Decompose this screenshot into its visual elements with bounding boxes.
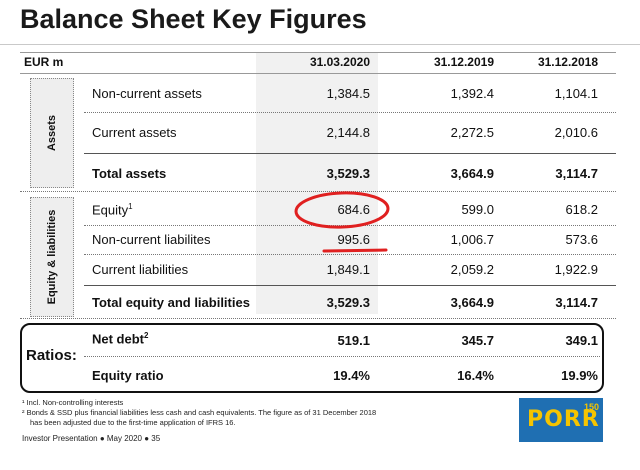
row-divider bbox=[84, 254, 616, 255]
footnote-marker-1: 1 bbox=[128, 202, 133, 211]
page-title: Balance Sheet Key Figures bbox=[20, 4, 367, 34]
column-header-2018: 31.12.2018 bbox=[537, 55, 598, 69]
ratios-label: Ratios: bbox=[26, 347, 77, 364]
row-label-equity: Equity1 bbox=[92, 202, 133, 217]
section-assets-label: Assets bbox=[46, 114, 58, 152]
column-header-2020q1: 31.03.2020 bbox=[309, 55, 370, 69]
footnote-2-line2: has been adjusted due to the first-time … bbox=[30, 418, 236, 427]
logo-wordmark: PORR bbox=[527, 407, 600, 432]
unit-label: EUR m bbox=[24, 55, 64, 69]
section-equity-liabilities: Equity & liabilities bbox=[30, 197, 74, 317]
cell-total-el-2019: 3,664.9 bbox=[450, 295, 494, 310]
red-circle-annotation bbox=[294, 191, 390, 229]
footnote-marker-2: 2 bbox=[144, 331, 149, 340]
cell-current-liabilities-2018: 1,922.9 bbox=[554, 262, 598, 277]
column-header-2019: 31.12.2019 bbox=[433, 55, 494, 69]
header-bottom-rule bbox=[20, 73, 616, 74]
row-label-equity-ratio: Equity ratio bbox=[92, 368, 164, 383]
cell-noncurrent-assets-2019: 1,392.4 bbox=[450, 86, 494, 101]
cell-current-assets-2020q1: 2,144.8 bbox=[326, 125, 370, 140]
row-divider bbox=[84, 153, 616, 154]
logo-anniversary: 150 bbox=[583, 402, 599, 412]
cell-noncurrent-assets-2020q1: 1,384.5 bbox=[326, 86, 370, 101]
row-label-equity-text: Equity bbox=[92, 202, 129, 218]
cell-equity-2020q1: 684.6 bbox=[337, 202, 370, 217]
cell-net-debt-2019: 345.7 bbox=[461, 333, 494, 348]
red-annotation bbox=[294, 191, 390, 253]
section-divider bbox=[20, 318, 616, 319]
ratios-box bbox=[20, 323, 604, 393]
red-underline-annotation bbox=[322, 248, 388, 253]
cell-noncurrent-liabilities-2018: 573.6 bbox=[565, 232, 598, 247]
cell-noncurrent-liabilities-2020q1: 995.6 bbox=[337, 232, 370, 247]
cell-total-assets-2018: 3,114.7 bbox=[555, 166, 598, 181]
row-divider bbox=[84, 285, 616, 286]
cell-equity-ratio-2019: 16.4% bbox=[457, 368, 494, 383]
header-top-rule bbox=[20, 52, 616, 53]
section-assets: Assets bbox=[30, 78, 74, 188]
row-label-noncurrent-assets: Non-current assets bbox=[92, 86, 202, 101]
highlight-column-current bbox=[256, 52, 378, 314]
cell-equity-2018: 618.2 bbox=[565, 202, 598, 217]
section-divider bbox=[20, 191, 616, 192]
row-label-noncurrent-liabilities: Non-current liabilites bbox=[92, 232, 211, 247]
cell-net-debt-2018: 349.1 bbox=[565, 333, 598, 348]
presentation-footer: Investor Presentation ● May 2020 ● 35 bbox=[22, 434, 161, 443]
cell-current-liabilities-2019: 2,059.2 bbox=[450, 262, 494, 277]
cell-current-liabilities-2020q1: 1,849.1 bbox=[326, 262, 370, 277]
porr-logo: PORR 150 bbox=[519, 398, 603, 442]
footnote-1: ¹ Incl. Non-controlling interests bbox=[22, 398, 124, 407]
row-divider bbox=[84, 356, 600, 357]
cell-total-assets-2019: 3,664.9 bbox=[450, 166, 494, 181]
cell-total-el-2020q1: 3,529.3 bbox=[326, 295, 370, 310]
row-divider bbox=[84, 112, 616, 113]
cell-current-assets-2019: 2,272.5 bbox=[450, 125, 494, 140]
row-label-net-debt-text: Net debt bbox=[92, 331, 144, 347]
cell-total-el-2018: 3,114.7 bbox=[555, 295, 598, 310]
row-label-current-assets: Current assets bbox=[92, 125, 177, 140]
title-divider bbox=[0, 44, 640, 45]
cell-equity-ratio-2018: 19.9% bbox=[561, 368, 598, 383]
row-label-net-debt: Net debt2 bbox=[92, 331, 148, 346]
row-label-total-assets: Total assets bbox=[92, 166, 167, 181]
row-label-current-liabilities: Current liabilities bbox=[92, 262, 189, 277]
cell-current-assets-2018: 2,010.6 bbox=[554, 125, 598, 140]
cell-noncurrent-assets-2018: 1,104.1 bbox=[554, 86, 598, 101]
cell-equity-ratio-2020q1: 19.4% bbox=[333, 368, 370, 383]
cell-noncurrent-liabilities-2019: 1,006.7 bbox=[450, 232, 494, 247]
row-label-total-equity-liabilities: Total equity and liabilities bbox=[92, 295, 250, 310]
cell-net-debt-2020q1: 519.1 bbox=[337, 333, 370, 348]
footnote-2-line1: ² Bonds & SSD plus financial liabilities… bbox=[22, 408, 377, 417]
cell-total-assets-2020q1: 3,529.3 bbox=[326, 166, 370, 181]
cell-equity-2019: 599.0 bbox=[461, 202, 494, 217]
section-equity-label: Equity & liabilities bbox=[46, 209, 58, 305]
